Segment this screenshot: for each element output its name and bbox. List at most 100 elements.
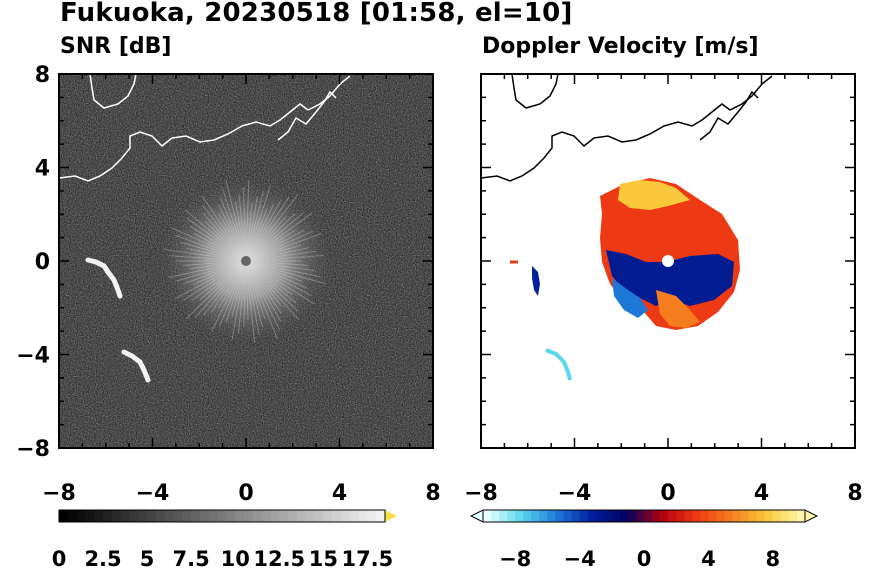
snr-ray [218,260,247,309]
snr-coastline-north [89,74,137,109]
doppler-colorbar-block [716,510,725,522]
doppler-colorbar-block [764,510,774,522]
snr-ray [189,225,247,262]
snr-colorbar-block [67,510,77,522]
snr-ray [245,260,282,314]
doppler-colorbar-block [563,510,572,522]
doppler-echo-west [532,266,540,296]
doppler-colorbar-block [708,510,717,522]
snr-colorbar-block [252,510,262,522]
doppler-panel-title: Doppler Velocity [m/s] [482,34,759,59]
doppler-colorbar-block [796,510,806,522]
snr-colorbar-block [129,510,139,522]
doppler-colorbar-label: 0 [637,547,652,570]
snr-ray [245,204,275,262]
snr-ytick-label: −4 [16,344,50,369]
snr-ray [245,203,253,262]
doppler-colorbar-block [732,510,741,522]
snr-xtick-label: 4 [332,481,347,506]
snr-ytick-label: 0 [35,250,50,275]
doppler-colorbar-block [523,510,532,522]
doppler-echo-approaching [606,250,734,306]
snr-ray [245,260,278,340]
snr-ray [235,201,247,262]
snr-ray [245,213,296,262]
snr-ray [192,260,247,286]
doppler-xtick-label: 0 [660,481,675,506]
snr-ray [218,213,247,262]
doppler-echo-fast-approaching [612,278,648,318]
snr-colorbar-block [235,510,245,522]
snr-colorbar-block [191,510,201,522]
snr-colorbar-block [103,510,113,522]
snr-ray [245,260,299,312]
snr-colorbar-block [182,510,192,522]
snr-ray [245,250,317,262]
snr-colorbar-block [288,510,298,522]
snr-ray [169,255,247,262]
doppler-xtick-label: 8 [847,481,862,506]
snr-ray [218,260,247,328]
doppler-colorbar-block [772,510,782,522]
snr-ray [231,260,247,317]
snr-ray [237,260,247,334]
snr-ray [238,194,247,262]
doppler-colorbar-block [627,510,637,522]
snr-ray [245,194,299,262]
doppler-colorbar-block [515,510,524,522]
doppler-colorbar-extend-min [469,509,484,523]
snr-colorbar-block [296,510,307,522]
snr-ray [245,185,271,262]
snr-colorbar-block [208,510,218,522]
doppler-colorbar-block [579,510,588,522]
snr-colorbar-block [340,510,351,522]
snr-colorbar-label: 5 [140,547,155,570]
doppler-colorbar-block [660,510,669,522]
snr-ray [245,260,321,278]
snr-ytick-label: 8 [35,63,50,88]
snr-colorbar-extend-arrow [385,510,397,522]
snr-panel-title: SNR [dB] [60,34,172,59]
snr-ray [245,230,313,262]
snr-ray [245,247,309,262]
doppler-echo-southwest [545,348,572,381]
snr-colorbar-block [244,510,254,522]
snr-ray [185,260,247,320]
snr-colorbar-block [376,510,386,522]
snr-xtick-label: 0 [238,481,253,506]
snr-ray [168,260,247,278]
doppler-colorbar-label: 8 [765,547,780,570]
snr-xtick-label: −8 [42,481,76,506]
snr-ray [245,212,304,262]
doppler-colorbar-block [571,510,580,522]
snr-colorbar-label: 17.5 [341,547,393,570]
snr-echo-southwest [121,349,151,383]
doppler-colorbar-block [652,510,661,522]
doppler-plot-area [480,73,856,449]
snr-ray [245,260,315,272]
doppler-colorbar-block [619,510,629,522]
snr-ray [245,260,297,304]
snr-ray [245,260,260,335]
doppler-colorbar-block [635,510,645,522]
snr-ray [186,247,247,262]
snr-colorbar-block [332,510,342,522]
snr-colorbar-label: 7.5 [173,547,210,570]
snr-ray [245,260,315,305]
snr-ray [242,187,247,262]
snr-colorbar-label: 15 [309,547,338,570]
snr-colorbar-block [138,510,148,522]
snr-ray [225,180,247,262]
snr-colorbar-block [199,510,210,522]
snr-ray [203,260,247,316]
snr-ray [162,248,247,262]
snr-colorbar-block [314,510,324,522]
snr-ray [245,229,297,262]
snr-ray [176,260,247,282]
doppler-colorbar-label: −4 [563,547,595,570]
doppler-coastline-north [511,74,559,109]
doppler-colorbar-block [531,510,540,522]
doppler-colorbar-block [547,510,556,522]
doppler-xtick-label: −4 [558,481,592,506]
snr-ray [245,260,326,285]
